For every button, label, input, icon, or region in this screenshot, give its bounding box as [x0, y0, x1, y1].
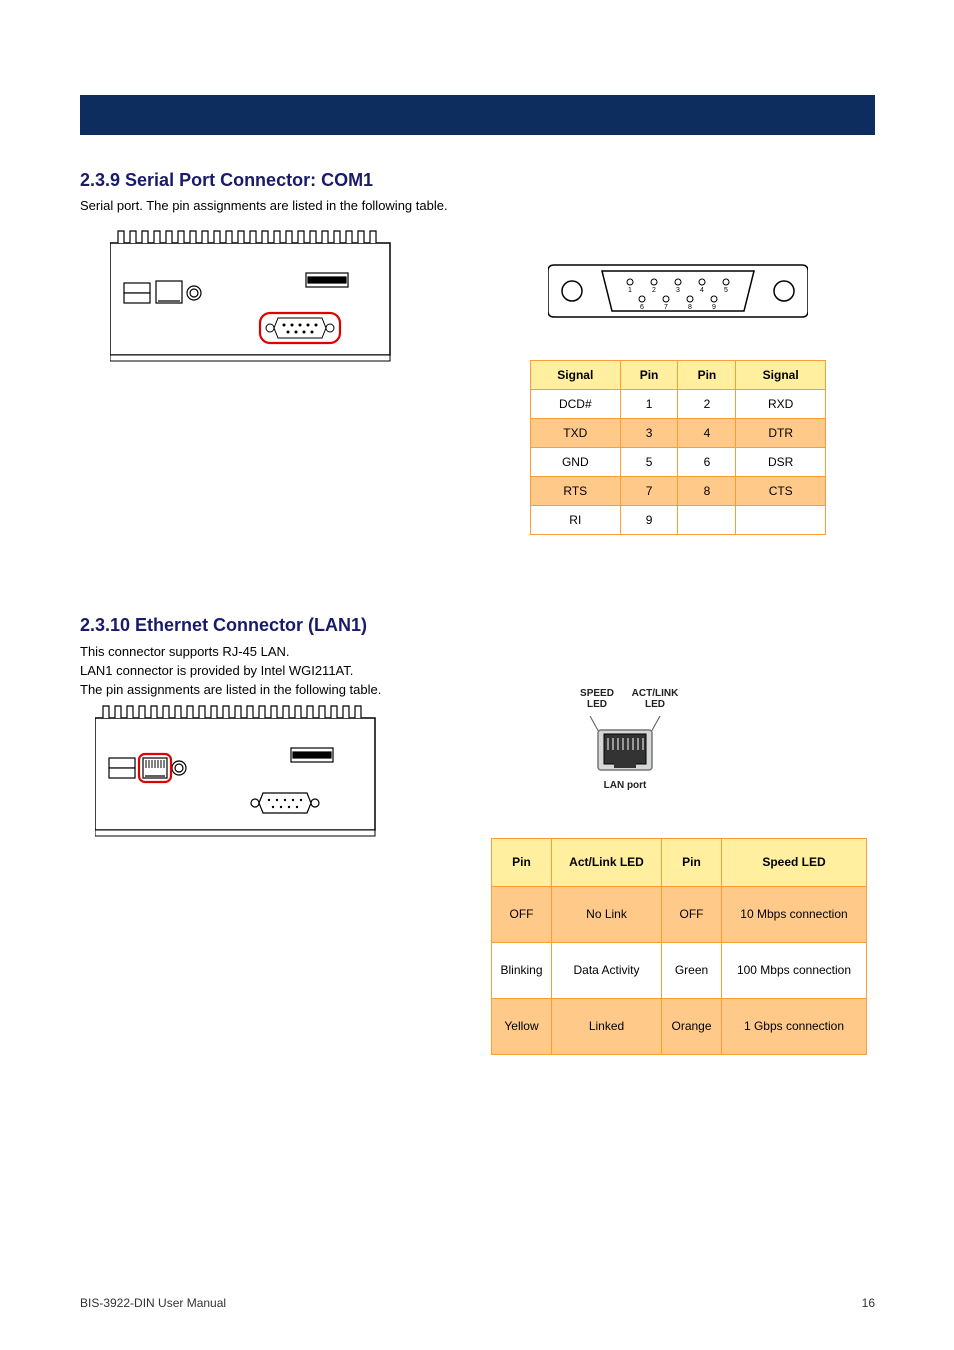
lan-port-diagram	[580, 716, 670, 776]
t1-h1: Pin	[620, 361, 678, 390]
t1-h2: Pin	[678, 361, 736, 390]
svg-text:5: 5	[724, 287, 728, 294]
svg-text:4: 4	[700, 287, 704, 294]
t2-h0: Pin	[492, 839, 552, 887]
svg-text:6: 6	[640, 304, 644, 311]
t2-h3: Speed LED	[722, 839, 867, 887]
svg-text:3: 3	[676, 287, 680, 294]
table-row: Yellow Linked Orange 1 Gbps connection	[492, 999, 867, 1055]
table-row: RTS 7 8 CTS	[531, 477, 826, 506]
table-row: TXD 3 4 DTR	[531, 419, 826, 448]
footer-page: 16	[862, 1296, 875, 1310]
section2-title: 2.3.10 Ethernet Connector (LAN1)	[80, 615, 367, 636]
svg-text:9: 9	[712, 304, 716, 311]
svg-text:1: 1	[628, 287, 632, 294]
table-row: GND 5 6 DSR	[531, 448, 826, 477]
page-banner	[80, 95, 875, 135]
svg-text:2: 2	[652, 287, 656, 294]
device-diagram-1	[110, 225, 410, 365]
table-row: RI 9	[531, 506, 826, 535]
lan-port-label: LAN port	[588, 780, 662, 791]
table-row: Blinking Data Activity Green 100 Mbps co…	[492, 943, 867, 999]
svg-text:8: 8	[688, 304, 692, 311]
t2-h1: Act/Link LED	[552, 839, 662, 887]
table-row: DCD# 1 2 RXD	[531, 390, 826, 419]
section1-desc: Serial port. The pin assignments are lis…	[80, 198, 850, 213]
device-diagram-2	[95, 700, 395, 840]
page-footer: BIS-3922-DIN User Manual 16	[80, 1296, 875, 1310]
svg-text:7: 7	[664, 304, 668, 311]
t1-h3: Signal	[736, 361, 826, 390]
footer-left: BIS-3922-DIN User Manual	[80, 1296, 226, 1310]
t2-h2: Pin	[662, 839, 722, 887]
act-link-led-label: ACT/LINK LED	[626, 688, 684, 710]
section1-title: 2.3.9 Serial Port Connector: COM1	[80, 170, 373, 191]
com1-pinout-table: Signal Pin Pin Signal DCD# 1 2 RXD TXD 3…	[530, 360, 826, 535]
lan-led-table: Pin Act/Link LED Pin Speed LED OFF No Li…	[491, 838, 867, 1055]
table-row: OFF No Link OFF 10 Mbps connection	[492, 887, 867, 943]
speed-led-label: SPEED LED	[572, 688, 622, 710]
db9-pinout-diagram: 1 2 3 4 5 6 7 8 9	[548, 255, 808, 335]
t1-h0: Signal	[531, 361, 621, 390]
section2-desc: This connector supports RJ-45 LAN. LAN1 …	[80, 643, 850, 700]
